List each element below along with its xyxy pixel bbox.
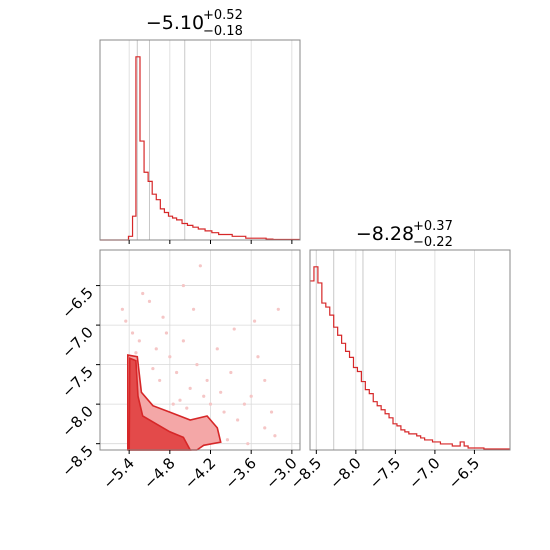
scatter-point xyxy=(256,355,260,359)
y-tick-label: −7.5 xyxy=(58,363,96,401)
p1-ticks: −5.4 −4.8 −4.2 −3.6 −3.0−6.5−7.0−7.5−8.0−8.5 xyxy=(58,284,300,493)
x-tick-label: −7.5 xyxy=(366,454,404,492)
scatter-point xyxy=(219,390,223,394)
scatter-point xyxy=(124,319,128,323)
p0-quantile-lines xyxy=(128,40,293,240)
p2-ticks: −8.5 −8.0 −7.5 −7.0 −6.5 xyxy=(287,450,483,493)
scatter-point xyxy=(236,418,240,422)
scatter-point xyxy=(198,264,202,268)
scatter-point xyxy=(141,291,145,296)
scatter-point xyxy=(252,319,257,323)
scatter-point xyxy=(202,394,206,398)
scatter-point xyxy=(232,327,236,331)
scatter-point xyxy=(215,347,219,351)
scatter-point xyxy=(130,331,135,335)
y-tick-label: −8.0 xyxy=(58,402,96,440)
x-tick-label: −7.0 xyxy=(405,454,443,492)
scatter-point xyxy=(263,426,267,430)
panel-2d-contour: −5.4 −4.8 −4.2 −3.6 −3.0−6.5−7.0−7.5−8.0−8.5 xyxy=(58,249,301,493)
p2-axes-frame xyxy=(309,249,511,451)
scatter-point xyxy=(273,434,277,438)
p0-ticks xyxy=(128,240,293,244)
scatter-point xyxy=(168,355,172,359)
p2-title-lower: −0.22 xyxy=(413,235,453,250)
scatter-point xyxy=(195,363,199,367)
scatter-point xyxy=(246,442,250,446)
scatter-point xyxy=(222,410,226,414)
scatter-point xyxy=(181,283,185,288)
p0-title-upper: +0.52 xyxy=(203,8,243,23)
p0-axes-frame xyxy=(99,39,301,241)
scatter-point xyxy=(147,299,152,303)
p2-histogram-step xyxy=(310,266,510,450)
x-tick-label: −3.6 xyxy=(222,454,260,492)
scatter-point xyxy=(134,351,138,355)
p2-title-upper: +0.37 xyxy=(413,219,453,234)
p2-quantile-lines xyxy=(315,250,475,450)
p1-axes-frame xyxy=(99,249,301,451)
x-tick-label: −4.2 xyxy=(181,454,219,492)
p0-title-lower: −0.18 xyxy=(203,24,243,39)
scatter-point xyxy=(158,378,162,383)
scatter-point xyxy=(175,370,179,375)
y-tick-label: −7.0 xyxy=(58,323,96,361)
scatter-point xyxy=(249,394,253,398)
scatter-point xyxy=(225,438,230,442)
scatter-point xyxy=(181,339,185,343)
scatter-point xyxy=(188,386,192,390)
x-tick-label: −4.8 xyxy=(140,454,178,492)
scatter-point xyxy=(269,410,274,414)
scatter-point xyxy=(151,366,155,371)
p0-title: −5.10 xyxy=(146,12,204,34)
p2-title: −8.28 xyxy=(356,223,414,245)
scatter-point xyxy=(263,378,267,383)
scatter-point xyxy=(178,398,182,402)
scatter-point xyxy=(276,307,280,311)
x-tick-label: −6.5 xyxy=(445,454,483,492)
scatter-point xyxy=(205,378,209,383)
scatter-point xyxy=(191,307,196,311)
scatter-point xyxy=(242,402,247,406)
scatter-point xyxy=(185,406,189,410)
x-tick-label: −5.4 xyxy=(99,454,137,492)
p0-histogram-step xyxy=(100,56,300,241)
scatter-point xyxy=(171,402,175,406)
y-tick-label: −8.5 xyxy=(58,442,96,480)
panel-x-histogram: −5.10 +0.52 −0.18 xyxy=(99,8,301,244)
scatter-point xyxy=(154,347,158,351)
scatter-point xyxy=(161,315,165,319)
scatter-point xyxy=(164,331,169,335)
scatter-point xyxy=(208,402,213,406)
y-tick-label: −6.5 xyxy=(58,284,96,322)
x-tick-label: −8.0 xyxy=(326,454,364,492)
p0-title-value: −5.10 xyxy=(146,12,204,34)
p2-title-value: −8.28 xyxy=(356,223,414,245)
panel-y-histogram: −8.5 −8.0 −7.5 −7.0 −6.5 −8.28 +0.37 −0.22 xyxy=(287,219,511,493)
p1-scatter-points xyxy=(120,264,280,446)
scatter-point xyxy=(229,370,233,375)
scatter-point xyxy=(137,339,141,343)
scatter-point xyxy=(120,307,124,311)
